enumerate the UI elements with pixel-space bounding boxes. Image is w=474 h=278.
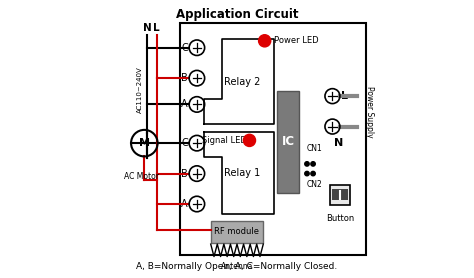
Text: Power Supply: Power Supply: [365, 86, 374, 137]
Text: Relay 1: Relay 1: [225, 168, 261, 178]
Text: Signal LED: Signal LED: [202, 136, 246, 145]
Bar: [277, 91, 299, 193]
Circle shape: [305, 162, 309, 166]
Text: Power LED: Power LED: [273, 36, 318, 45]
Circle shape: [311, 162, 315, 166]
Circle shape: [259, 35, 271, 47]
Text: A: A: [181, 199, 188, 209]
Text: Button: Button: [326, 214, 354, 223]
Text: AC Motor: AC Motor: [124, 172, 159, 181]
Text: RF module: RF module: [215, 227, 259, 236]
Text: Application Circuit: Application Circuit: [176, 8, 298, 21]
Text: A: A: [181, 100, 188, 110]
Text: CN1: CN1: [306, 144, 322, 153]
Circle shape: [243, 134, 255, 147]
Text: N: N: [143, 23, 152, 33]
Bar: [180, 23, 365, 255]
Circle shape: [305, 171, 309, 176]
Text: L: L: [341, 91, 348, 101]
Bar: [332, 189, 347, 200]
Text: L: L: [154, 23, 160, 33]
Text: C: C: [181, 43, 188, 53]
Text: IC: IC: [282, 135, 295, 148]
Text: B: B: [181, 168, 188, 178]
Text: C: C: [181, 138, 188, 148]
Text: Antenna: Antenna: [221, 262, 253, 271]
Circle shape: [311, 171, 315, 176]
Text: B: B: [181, 73, 188, 83]
Text: Relay 2: Relay 2: [224, 77, 261, 87]
Bar: [211, 221, 263, 243]
Text: M: M: [139, 138, 150, 148]
Bar: [329, 185, 350, 205]
Text: N: N: [334, 138, 343, 148]
Text: AC110~240V: AC110~240V: [137, 66, 143, 113]
Text: CN2: CN2: [306, 180, 322, 189]
Text: A, B=Normally Open; A, C=Normally Closed.: A, B=Normally Open; A, C=Normally Closed…: [137, 262, 337, 271]
